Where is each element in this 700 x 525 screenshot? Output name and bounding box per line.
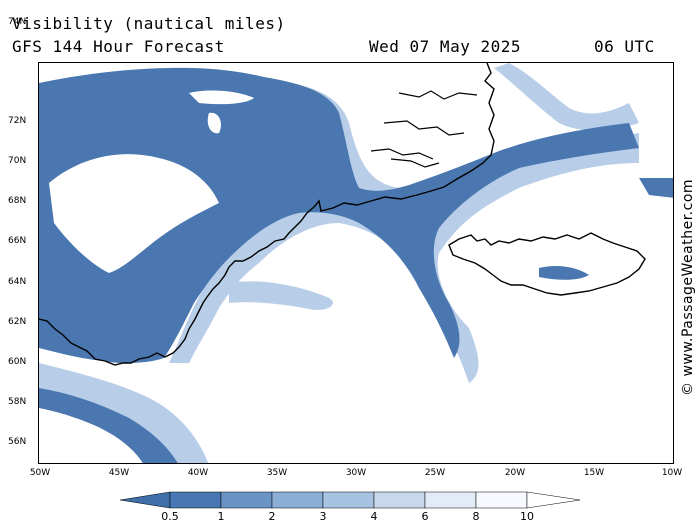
- scale-segment: [169, 491, 222, 509]
- greenland-fjords: [370, 90, 478, 168]
- visibility-clear-patch: [49, 154, 219, 273]
- iceland-coastline: [448, 232, 646, 296]
- lon-label: 15W: [583, 468, 605, 478]
- forecast-time: 06 UTC: [594, 37, 655, 56]
- visibility-band-light: [39, 363, 209, 463]
- credit-text: © www.PassageWeather.com: [680, 178, 696, 396]
- scale-segment: [220, 491, 273, 509]
- visibility-band-light: [229, 281, 333, 310]
- lat-label: 72N: [8, 116, 27, 126]
- lat-label: 70N: [8, 156, 27, 166]
- scale-label: 1: [217, 510, 225, 523]
- scale-segment: [475, 491, 528, 509]
- lon-label: 50W: [29, 468, 51, 478]
- lon-label: 25W: [424, 468, 446, 478]
- visibility-clear-patch: [433, 151, 452, 160]
- scale-label: 6: [421, 510, 429, 523]
- visibility-band-low: [539, 265, 589, 280]
- scale-segment: [271, 491, 324, 509]
- scale-label: 8: [472, 510, 480, 523]
- scale-segment: [119, 491, 171, 509]
- lat-label: 74N: [8, 17, 27, 27]
- visibility-clear-patch: [207, 112, 221, 134]
- scale-label: 2: [268, 510, 276, 523]
- lat-label: 62N: [8, 317, 27, 327]
- lat-label: 66N: [8, 236, 27, 246]
- visibility-band-light: [494, 63, 639, 131]
- greenland-coastline: [39, 63, 495, 366]
- scale-segment: [322, 491, 375, 509]
- color-scale-bar: [119, 491, 581, 509]
- lat-label: 56N: [8, 437, 27, 447]
- map-canvas: [39, 63, 673, 463]
- lon-label: 20W: [504, 468, 526, 478]
- scale-segment: [373, 491, 426, 509]
- scale-label: 10: [520, 510, 534, 523]
- visibility-band-low: [39, 388, 178, 463]
- visibility-map: [38, 62, 674, 464]
- lon-label: 10W: [661, 468, 683, 478]
- visibility-band-low: [39, 67, 639, 363]
- visibility-band-low: [639, 178, 673, 198]
- lat-label: 60N: [8, 357, 27, 367]
- lat-label: 58N: [8, 397, 27, 407]
- lon-label: 40W: [187, 468, 209, 478]
- forecast-date: Wed 07 May 2025: [369, 37, 521, 56]
- map-title: Visibility (nautical miles): [12, 14, 286, 33]
- forecast-model: GFS 144 Hour Forecast: [12, 37, 225, 56]
- scale-label: 4: [370, 510, 378, 523]
- lon-label: 45W: [108, 468, 130, 478]
- lat-label: 64N: [8, 277, 27, 287]
- scale-label: 3: [319, 510, 327, 523]
- scale-segment: [424, 491, 477, 509]
- scale-label: 0.5: [161, 510, 179, 523]
- scale-segment: [526, 491, 581, 509]
- visibility-clear-patch: [189, 90, 254, 105]
- lon-label: 30W: [345, 468, 367, 478]
- lat-label: 68N: [8, 196, 27, 206]
- lon-label: 35W: [266, 468, 288, 478]
